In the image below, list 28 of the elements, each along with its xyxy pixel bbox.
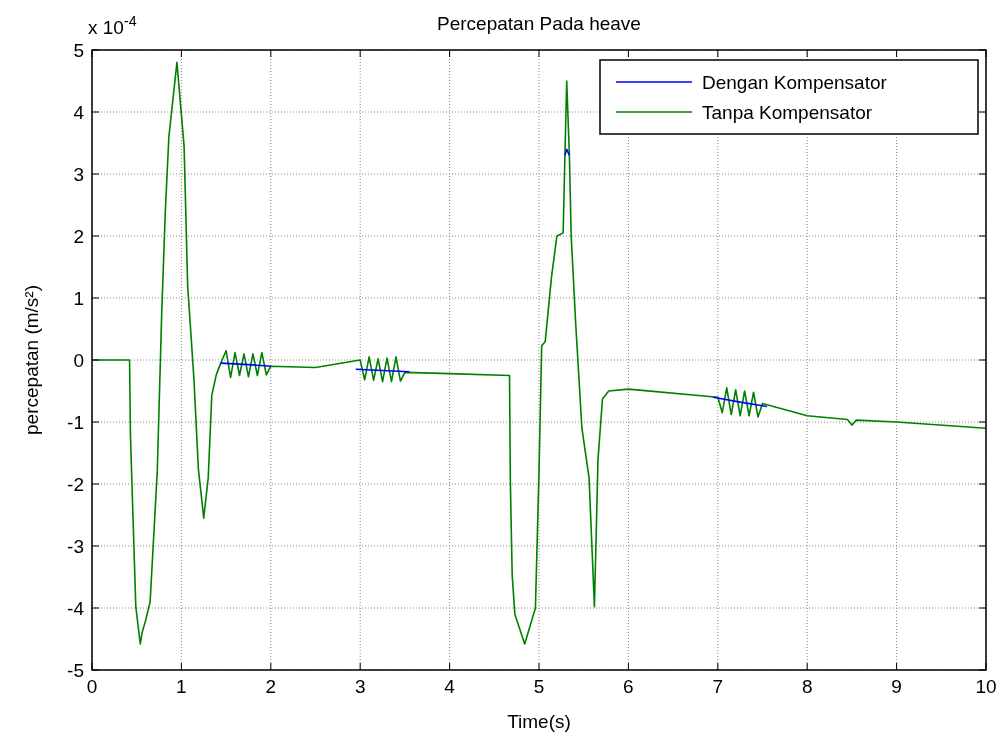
y-tick-label: 4 [73,101,85,123]
y-tick-label: 5 [73,39,84,61]
y-tick-label: 0 [73,349,84,371]
x-tick-label: 9 [891,676,902,697]
x-tick-label: 5 [533,676,545,697]
y-axis-title: percepatan (m/s²) [21,285,42,435]
x-tick-label: 1 [176,676,187,697]
x-tick-label: 2 [265,676,277,697]
x-tick-label: 4 [444,676,456,697]
y-tick-label: -1 [67,411,84,433]
y-tick-label: -3 [67,535,84,557]
y-tick-label: -5 [67,659,84,681]
x-tick-label: 0 [86,676,98,697]
legend-label: Dengan Kompensator [702,71,888,93]
legend-label: Tanpa Kompensator [702,101,873,123]
y-tick-label: 1 [73,287,84,309]
x-tick-label: 7 [712,676,724,697]
x-axis-title: Time(s) [507,711,571,732]
y-tick-label: -4 [67,597,85,619]
y-tick-label: 3 [73,163,84,185]
x-tick-label: 10 [975,676,997,697]
x-tick-label: 8 [801,676,813,697]
y-tick-label: 2 [73,225,84,247]
y-tick-label: -2 [67,473,84,495]
text: x 10$^{-4}$ [88,13,137,38]
x-tick-label: 3 [354,676,366,697]
chart-title: Percepatan Pada heave [437,13,641,34]
x-tick-label: 6 [623,676,634,697]
